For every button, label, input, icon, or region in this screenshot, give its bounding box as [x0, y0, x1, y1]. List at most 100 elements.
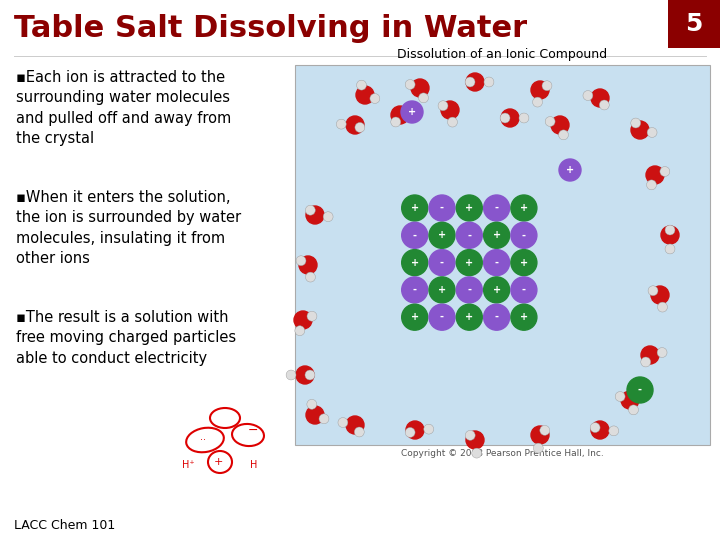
Circle shape [641, 357, 651, 367]
Circle shape [296, 256, 306, 266]
Text: +: + [465, 312, 473, 322]
Circle shape [542, 81, 552, 91]
Circle shape [559, 159, 581, 181]
Circle shape [511, 195, 537, 221]
Text: +: + [520, 203, 528, 213]
Text: +: + [520, 258, 528, 268]
Circle shape [590, 423, 600, 433]
Circle shape [534, 443, 544, 453]
Circle shape [402, 277, 428, 303]
Circle shape [391, 117, 400, 127]
Circle shape [456, 277, 482, 303]
Circle shape [641, 346, 659, 364]
Circle shape [305, 205, 315, 215]
Circle shape [629, 405, 639, 415]
Text: 5: 5 [685, 12, 703, 36]
Circle shape [484, 304, 510, 330]
Text: -: - [413, 230, 417, 240]
Circle shape [551, 116, 569, 134]
Text: -: - [495, 258, 498, 268]
Circle shape [456, 304, 482, 330]
Circle shape [484, 222, 510, 248]
Circle shape [466, 431, 484, 449]
Circle shape [609, 426, 618, 436]
Circle shape [531, 426, 549, 444]
Text: −: − [248, 423, 258, 436]
Circle shape [465, 430, 475, 440]
Circle shape [319, 414, 329, 424]
Circle shape [429, 195, 455, 221]
Circle shape [646, 166, 664, 184]
FancyBboxPatch shape [295, 65, 710, 445]
Text: +: + [465, 258, 473, 268]
Circle shape [501, 109, 519, 127]
Circle shape [500, 113, 510, 123]
Circle shape [346, 116, 364, 134]
Circle shape [484, 77, 494, 87]
Circle shape [306, 206, 324, 224]
Circle shape [533, 97, 542, 107]
Circle shape [599, 100, 609, 110]
Text: +: + [410, 203, 419, 213]
Text: -: - [413, 285, 417, 295]
Text: H: H [250, 460, 257, 470]
Circle shape [591, 89, 609, 107]
Circle shape [295, 326, 305, 336]
Text: +: + [566, 165, 574, 175]
Text: H⁺: H⁺ [182, 460, 194, 470]
Circle shape [511, 304, 537, 330]
Text: -: - [440, 203, 444, 213]
Circle shape [484, 195, 510, 221]
Circle shape [631, 121, 649, 139]
Circle shape [651, 286, 669, 304]
Circle shape [665, 244, 675, 254]
Circle shape [305, 370, 315, 380]
Circle shape [296, 366, 314, 384]
Circle shape [402, 195, 428, 221]
Circle shape [407, 107, 417, 118]
Circle shape [402, 249, 428, 275]
Circle shape [511, 277, 537, 303]
Circle shape [647, 180, 657, 190]
Text: -: - [467, 285, 472, 295]
Text: -: - [467, 230, 472, 240]
Text: -: - [495, 312, 498, 322]
Circle shape [406, 421, 424, 439]
Text: Table Salt Dissolving in Water: Table Salt Dissolving in Water [14, 14, 527, 43]
Text: +: + [438, 230, 446, 240]
Circle shape [370, 93, 380, 104]
Text: ▪The result is a solution with
free moving charged particles
able to conduct ele: ▪The result is a solution with free movi… [16, 310, 236, 366]
Circle shape [583, 91, 593, 100]
Circle shape [441, 101, 459, 119]
Text: -: - [495, 203, 498, 213]
Circle shape [438, 101, 448, 111]
Text: Dissolution of an Ionic Compound: Dissolution of an Ionic Compound [397, 48, 608, 61]
Text: +: + [492, 285, 500, 295]
Text: -: - [440, 312, 444, 322]
Circle shape [429, 277, 455, 303]
Circle shape [356, 86, 374, 104]
Text: Copyright © 2008 Pearson Prentice Hall, Inc.: Copyright © 2008 Pearson Prentice Hall, … [401, 449, 604, 458]
Circle shape [299, 256, 317, 274]
Circle shape [456, 222, 482, 248]
Circle shape [306, 406, 324, 424]
Text: ▪Each ion is attracted to the
surrounding water molecules
and pulled off and awa: ▪Each ion is attracted to the surroundin… [16, 70, 231, 146]
Circle shape [484, 277, 510, 303]
Circle shape [429, 304, 455, 330]
Circle shape [661, 226, 679, 244]
Circle shape [411, 79, 429, 97]
Circle shape [647, 127, 657, 137]
Circle shape [665, 225, 675, 235]
Circle shape [346, 416, 364, 434]
Circle shape [336, 119, 346, 129]
Circle shape [559, 130, 569, 140]
Circle shape [429, 222, 455, 248]
Text: +: + [410, 258, 419, 268]
Circle shape [484, 249, 510, 275]
FancyBboxPatch shape [668, 0, 720, 48]
Circle shape [631, 118, 641, 128]
Circle shape [648, 286, 658, 296]
Circle shape [429, 249, 455, 275]
Circle shape [307, 311, 317, 321]
Circle shape [511, 222, 537, 248]
